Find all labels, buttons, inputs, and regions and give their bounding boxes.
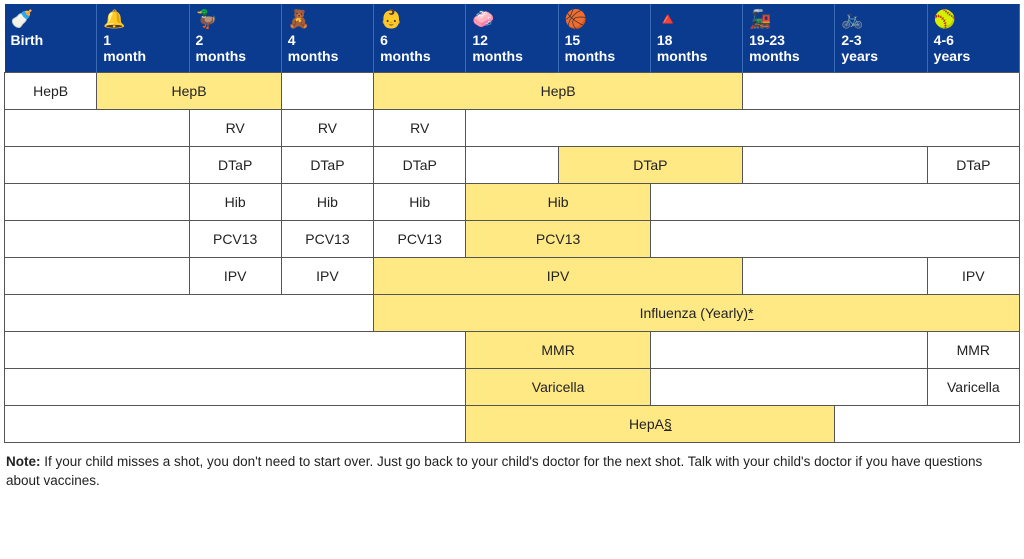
age-label: 4-6years (934, 32, 971, 64)
vaccine-cell: Hib (189, 184, 281, 221)
empty-cell (5, 221, 190, 258)
footer-note: Note: If your child misses a shot, you d… (4, 453, 1020, 491)
vaccine-cell: RV (281, 110, 373, 147)
age-column-header: 🧸4months (281, 4, 373, 73)
vaccine-row: Varicella Varicella (5, 369, 1020, 406)
empty-cell (466, 110, 1020, 147)
vaccine-cell: PCV13 (466, 221, 651, 258)
vaccine-cell: HepB (97, 73, 282, 110)
age-icon: 🦆 (196, 8, 275, 30)
vaccine-cell: DTaP (927, 147, 1019, 184)
vaccine-cell: PCV13 (374, 221, 466, 258)
age-label: 6months (380, 32, 431, 64)
age-icon: 👶 (380, 8, 459, 30)
hepa-footnote-link[interactable]: § (664, 416, 672, 432)
vaccine-cell: Influenza (Yearly)* (374, 295, 1020, 332)
age-icon: 🍼 (11, 8, 91, 30)
note-label: Note: (6, 454, 41, 469)
vaccine-cell: IPV (281, 258, 373, 295)
age-column-header: 🏀15months (558, 4, 650, 73)
age-label: 19-23months (749, 32, 800, 64)
age-icon: 🔺 (657, 8, 736, 30)
empty-cell (650, 221, 1019, 258)
age-column-header: 👶6months (374, 4, 466, 73)
empty-cell (5, 406, 466, 443)
vaccine-row: IPVIPVIPVIPV (5, 258, 1020, 295)
age-label: 18months (657, 32, 708, 64)
vaccine-cell: Varicella (466, 369, 651, 406)
age-icon: 🚂 (749, 8, 828, 30)
vaccine-cell: HepA§ (466, 406, 835, 443)
age-column-header: 🔔1month (97, 4, 189, 73)
empty-cell (650, 369, 927, 406)
immunization-schedule-table: 🍼Birth🔔1month🦆2months🧸4months👶6months🧼12… (4, 4, 1020, 443)
empty-cell (650, 332, 927, 369)
vaccine-cell: RV (189, 110, 281, 147)
empty-cell (281, 73, 373, 110)
age-label: 2months (196, 32, 247, 64)
vaccine-cell: MMR (927, 332, 1019, 369)
vaccine-row: HepBHepBHepB (5, 73, 1020, 110)
empty-cell (650, 184, 1019, 221)
vaccine-cell: DTaP (281, 147, 373, 184)
age-column-header: 🦆2months (189, 4, 281, 73)
empty-cell (466, 147, 558, 184)
empty-cell (835, 406, 1020, 443)
note-text: If your child misses a shot, you don't n… (6, 454, 982, 488)
vaccine-cell: HepB (374, 73, 743, 110)
vaccine-cell: Varicella (927, 369, 1019, 406)
age-label: 2-3years (841, 32, 878, 64)
vaccine-row: PCV13PCV13PCV13PCV13 (5, 221, 1020, 258)
vaccine-cell: IPV (189, 258, 281, 295)
vaccine-cell: DTaP (189, 147, 281, 184)
age-label: 15months (565, 32, 616, 64)
age-icon: 🔔 (103, 8, 182, 30)
vaccine-row: MMR MMR (5, 332, 1020, 369)
vaccine-cell: Hib (466, 184, 651, 221)
influenza-footnote-link[interactable]: * (748, 305, 753, 321)
age-column-header: 🍼 Birth (5, 4, 97, 73)
vaccine-cell: HepB (5, 73, 97, 110)
empty-cell (743, 147, 928, 184)
empty-cell (5, 295, 374, 332)
schedule-header-row: 🍼Birth🔔1month🦆2months🧸4months👶6months🧼12… (5, 4, 1020, 73)
empty-cell (743, 73, 1020, 110)
age-column-header: 🥎4-6years (927, 4, 1019, 73)
age-icon: 🏀 (565, 8, 644, 30)
empty-cell (5, 332, 466, 369)
age-column-header: 🔺18months (650, 4, 742, 73)
vaccine-cell: Hib (281, 184, 373, 221)
vaccine-cell: MMR (466, 332, 651, 369)
empty-cell (5, 184, 190, 221)
empty-cell (5, 147, 190, 184)
vaccine-row: HibHibHibHib (5, 184, 1020, 221)
age-label: 12months (472, 32, 523, 64)
vaccine-cell: PCV13 (189, 221, 281, 258)
vaccine-row: RVRVRV (5, 110, 1020, 147)
vaccine-cell: PCV13 (281, 221, 373, 258)
vaccine-cell: IPV (927, 258, 1019, 295)
empty-cell (5, 369, 466, 406)
empty-cell (5, 258, 190, 295)
age-column-header: 🧼12months (466, 4, 558, 73)
vaccine-cell: IPV (374, 258, 743, 295)
vaccine-row: Influenza (Yearly)* (5, 295, 1020, 332)
vaccine-row: HepA§ (5, 406, 1020, 443)
age-icon: 🥎 (934, 8, 1013, 30)
empty-cell (5, 110, 190, 147)
vaccine-cell: DTaP (374, 147, 466, 184)
age-column-header: 🚂19-23months (743, 4, 835, 73)
age-column-header: 🚲2-3years (835, 4, 927, 73)
vaccine-cell: Hib (374, 184, 466, 221)
age-icon: 🧼 (472, 8, 551, 30)
age-label: 4months (288, 32, 339, 64)
age-icon: 🧸 (288, 8, 367, 30)
vaccine-cell: DTaP (558, 147, 743, 184)
age-label: 1month (103, 32, 146, 64)
age-icon: 🚲 (841, 8, 920, 30)
age-label: Birth (11, 32, 44, 48)
vaccine-cell: RV (374, 110, 466, 147)
vaccine-row: DTaPDTaPDTaPDTaPDTaP (5, 147, 1020, 184)
empty-cell (743, 258, 928, 295)
